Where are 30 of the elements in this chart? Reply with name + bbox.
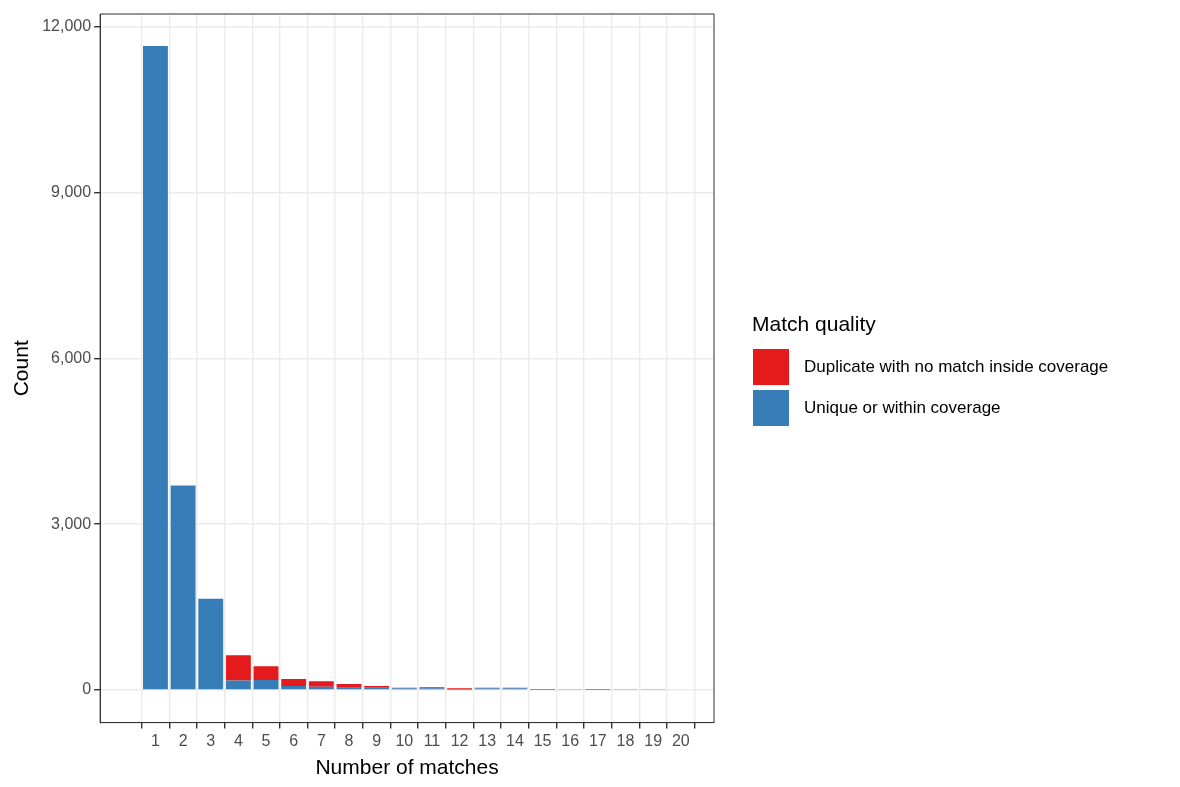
- x-tick-label: 3: [206, 731, 216, 749]
- x-tick-label: 5: [261, 731, 271, 749]
- x-tick-label: 8: [344, 731, 354, 749]
- y-tick-label: 3,000: [51, 514, 92, 532]
- x-tick-label: 4: [233, 731, 243, 749]
- x-tick-label: 2: [178, 731, 188, 749]
- x-tick-label: 9: [372, 731, 382, 749]
- x-tick-label: 12: [450, 731, 469, 749]
- x-tick-label: 14: [506, 731, 524, 749]
- x-tick-label: 1: [150, 731, 160, 749]
- y-tick-label: 12,000: [42, 17, 92, 35]
- x-tick-label: 16: [561, 731, 580, 749]
- x-axis-title: Number of matches: [315, 755, 499, 779]
- x-tick-label: 7: [316, 731, 326, 749]
- legend-title: Match quality: [752, 312, 877, 336]
- x-tick-label: 15: [533, 731, 552, 749]
- x-tick-label: 11: [423, 731, 441, 749]
- x-tick-label: 17: [588, 731, 607, 749]
- y-tick-label: 0: [82, 680, 92, 698]
- x-tick-label: 20: [671, 731, 690, 749]
- y-axis-title: Count: [9, 340, 33, 397]
- legend-label: Unique or within coverage: [804, 397, 1001, 418]
- y-tick-label: 6,000: [51, 348, 92, 366]
- x-tick-label: 19: [644, 731, 663, 749]
- x-tick-label: 13: [478, 731, 497, 749]
- legend-label: Duplicate with no match inside coverage: [804, 356, 1109, 377]
- x-tick-label: 10: [395, 731, 414, 749]
- x-tick-label: 18: [616, 731, 635, 749]
- x-tick-label: 6: [289, 731, 299, 749]
- y-tick-label: 9,000: [51, 182, 92, 200]
